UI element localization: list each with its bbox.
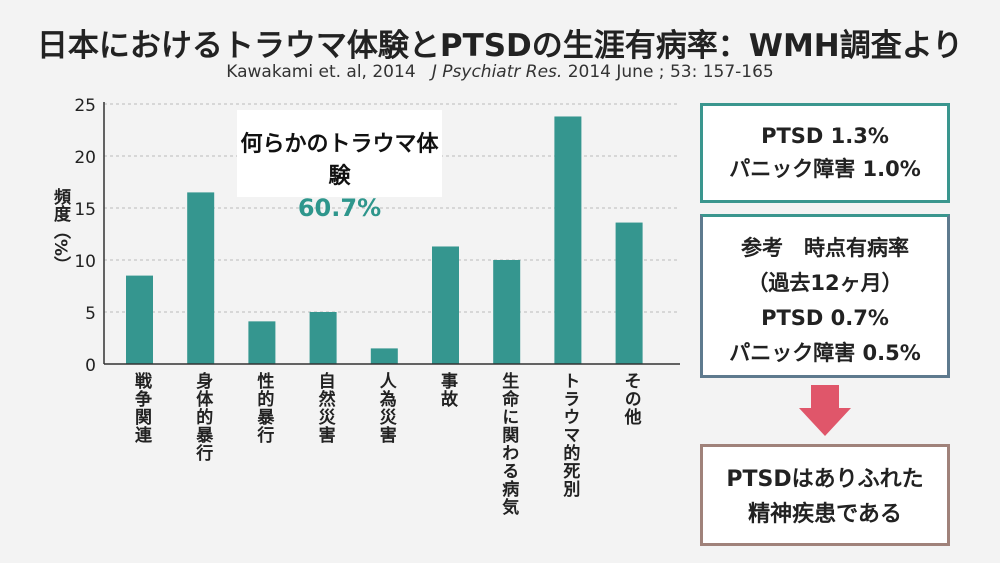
point-prevalence-box: 参考 時点有病率 （過去12ヶ月） PTSD 0.7% パニック障害 0.5% <box>700 214 950 378</box>
conclusion-line1: PTSDはありふれた <box>726 467 924 492</box>
panic-lifetime: パニック障害 1.0% <box>729 157 921 181</box>
bar <box>615 222 643 364</box>
lifetime-prevalence-box: PTSD 1.3% パニック障害 1.0% <box>700 103 950 203</box>
y-tick-label: 15 <box>74 200 96 220</box>
bar <box>248 321 276 364</box>
conclusion-box: PTSDはありふれた 精神疾患である <box>700 444 950 546</box>
x-tick-label: 性的暴行 <box>253 372 274 444</box>
bar <box>126 275 153 364</box>
citation-details: 2014 June ; 53: 157-165 <box>567 62 774 82</box>
y-tick-label: 20 <box>74 148 96 168</box>
x-tick-label: 生命に関わる病気 <box>498 372 519 516</box>
x-tick-label: トラウマ的死別 <box>559 372 580 498</box>
x-tick-label: 戦争関連 <box>131 372 151 444</box>
panic-point: パニック障害 0.5% <box>729 341 921 365</box>
y-tick-label: 5 <box>85 304 96 324</box>
ptsd-lifetime: PTSD 1.3% <box>761 124 889 148</box>
ptsd-point: PTSD 0.7% <box>761 306 889 330</box>
reference-period: （過去12ヶ月） <box>747 271 903 295</box>
trauma-experience-callout: 何らかのトラウマ体験 60.7% <box>237 110 442 222</box>
callout-value: 60.7% <box>297 194 382 222</box>
x-tick-label: その他 <box>620 372 641 426</box>
conclusion-line2: 精神疾患である <box>748 502 902 527</box>
y-tick-label: 25 <box>74 96 96 116</box>
bar <box>370 348 398 364</box>
x-tick-label: 自然災害 <box>314 372 335 444</box>
bar <box>309 312 337 364</box>
bar <box>432 246 459 364</box>
y-axis-label: 頻度（%） <box>50 188 70 274</box>
bar <box>554 116 582 364</box>
citation: Kawakami et. al, 2014 J Psychiatr Res. 2… <box>0 62 1000 82</box>
citation-journal: J Psychiatr Res. <box>431 62 563 82</box>
x-tick-label: 身体的暴行 <box>192 372 213 462</box>
callout-label: 何らかのトラウマ体験 <box>240 132 439 189</box>
reference-heading: 参考 時点有病率 <box>741 236 909 260</box>
slide-title: 日本におけるトラウマ体験とPTSDの生涯有病率：WMH調査より <box>36 28 964 64</box>
y-tick-label: 0 <box>85 356 96 376</box>
bar <box>187 192 215 364</box>
x-tick-label: 事故 <box>437 372 457 408</box>
citation-authors: Kawakami et. al, 2014 <box>226 62 416 82</box>
x-tick-label: 人為災害 <box>375 372 396 444</box>
y-tick-label: 10 <box>74 252 96 272</box>
bar <box>493 260 521 364</box>
